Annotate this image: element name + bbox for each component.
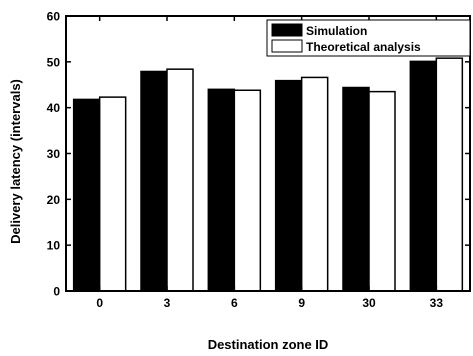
bar-simulation-9 xyxy=(274,79,303,292)
legend-swatch-simulation xyxy=(271,23,303,37)
x-tick-label: 33 xyxy=(430,296,444,310)
bar-theoretical-analysis-33 xyxy=(435,57,464,292)
y-tick-label: 0 xyxy=(53,285,60,299)
y-tick-label: 40 xyxy=(47,101,61,115)
y-tick-label: 60 xyxy=(47,10,61,24)
x-tick-label: 3 xyxy=(164,296,171,310)
bars-layer xyxy=(72,57,464,292)
x-axis-ticks: 0 3 6 9 30 33 xyxy=(96,16,443,310)
legend-label-theoretical-analysis: Theoretical analysis xyxy=(306,40,421,54)
bar-simulation-0 xyxy=(72,98,101,292)
bar-theoretical-analysis-3 xyxy=(166,68,194,292)
y-tick-label: 10 xyxy=(47,239,61,253)
x-tick-label: 0 xyxy=(96,296,103,310)
legend: Simulation Theoretical analysis xyxy=(266,19,471,57)
bar-simulation-6 xyxy=(207,88,236,292)
bar-theoretical-analysis-0 xyxy=(98,96,127,292)
x-tick-label: 6 xyxy=(231,296,238,310)
legend-label-simulation: Simulation xyxy=(306,24,367,38)
y-tick-label: 20 xyxy=(47,193,61,207)
bar-simulation-30 xyxy=(342,86,370,292)
x-tick-label: 30 xyxy=(362,296,376,310)
plot-frame xyxy=(65,15,471,292)
bar-theoretical-analysis-6 xyxy=(233,89,262,292)
y-axis-ticks: 0 10 20 30 40 50 60 xyxy=(47,10,470,299)
x-axis-label: Destination zone ID xyxy=(208,337,329,351)
bar-theoretical-analysis-30 xyxy=(368,90,396,292)
y-tick-label: 50 xyxy=(47,55,61,69)
bar-simulation-3 xyxy=(140,70,168,292)
x-tick-label: 9 xyxy=(298,296,305,310)
bar-simulation-33 xyxy=(409,60,438,292)
y-axis-label: Delivery latency (intervals) xyxy=(8,79,23,244)
y-tick-label: 30 xyxy=(47,147,61,161)
bar-theoretical-analysis-9 xyxy=(300,76,329,292)
legend-swatch-theoretical-analysis xyxy=(271,39,303,53)
